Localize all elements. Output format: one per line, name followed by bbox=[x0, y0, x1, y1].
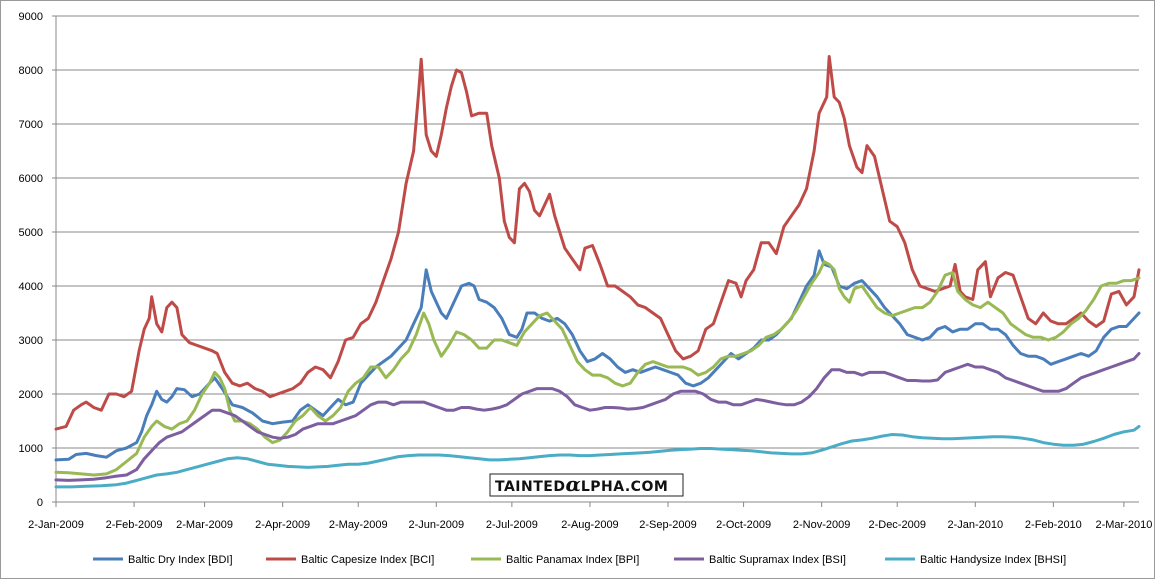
legend-item: Baltic Capesize Index [BCI] bbox=[266, 554, 434, 566]
legend: Baltic Dry Index [BDI] Baltic Capesize In… bbox=[93, 554, 1066, 566]
legend-item: Baltic Panamax Index [BPI] bbox=[471, 554, 639, 566]
legend-label: Baltic Panamax Index [BPI] bbox=[506, 554, 639, 566]
series-line bbox=[54, 424, 1141, 489]
y-tick-label: 6000 bbox=[19, 173, 43, 185]
series-line bbox=[54, 352, 1141, 482]
x-tick-label: 2-Oct-2009 bbox=[716, 519, 771, 531]
y-tick-label: 4000 bbox=[19, 281, 43, 293]
x-tick-label: 2-Nov-2009 bbox=[793, 519, 850, 531]
watermark: TAINTEDαLPHA.COM bbox=[489, 472, 684, 497]
series-line bbox=[54, 55, 1141, 431]
legend-label: Baltic Handysize Index [BHSI] bbox=[920, 554, 1066, 566]
x-tick-label: 2-Mar-2009 bbox=[176, 519, 233, 531]
y-tick-label: 2000 bbox=[19, 389, 43, 401]
legend-label: Baltic Dry Index [BDI] bbox=[128, 554, 233, 566]
x-tick-label: 2-Apr-2009 bbox=[255, 519, 310, 531]
x-tick-label: 2-Dec-2009 bbox=[868, 519, 925, 531]
y-tick-label: 7000 bbox=[19, 119, 43, 131]
x-tick-label: 2-Jun-2009 bbox=[408, 519, 464, 531]
x-tick-label: 2-Feb-2010 bbox=[1025, 519, 1082, 531]
y-tick-label: 9000 bbox=[19, 11, 43, 23]
x-tick-label: 2-Jan-2009 bbox=[28, 519, 84, 531]
series-lines bbox=[54, 55, 1141, 489]
x-tick-label: 2-Sep-2009 bbox=[639, 519, 697, 531]
y-tick-labels: 0 1000 2000 3000 4000 5000 6000 7000 8000 9000 bbox=[19, 11, 43, 509]
x-tick-label: 2-Jan-2010 bbox=[947, 519, 1003, 531]
series-line bbox=[54, 260, 1141, 477]
watermark-text: TAINTEDαLPHA.COM bbox=[495, 472, 668, 496]
y-tick-label: 0 bbox=[37, 497, 43, 509]
x-tick-label: 2-May-2009 bbox=[329, 519, 388, 531]
legend-label: Baltic Supramax Index [BSI] bbox=[709, 554, 846, 566]
watermark-box bbox=[489, 473, 684, 497]
x-tick-label: 2-Mar-2010 bbox=[1095, 519, 1152, 531]
y-tick-label: 1000 bbox=[19, 443, 43, 455]
legend-item: Baltic Dry Index [BDI] bbox=[93, 554, 233, 566]
x-tick-labels: 2-Jan-2009 2-Feb-2009 2-Mar-2009 2-Apr-2009… bbox=[28, 519, 1152, 531]
legend-label: Baltic Capesize Index [BCI] bbox=[301, 554, 434, 566]
x-tick-label: 2-Aug-2009 bbox=[561, 519, 619, 531]
series-line bbox=[54, 249, 1141, 462]
legend-item: Baltic Supramax Index [BSI] bbox=[674, 554, 846, 566]
axes bbox=[52, 15, 1139, 507]
x-tick-label: 2-Feb-2009 bbox=[106, 519, 163, 531]
legend-item: Baltic Handysize Index [BHSI] bbox=[885, 554, 1066, 566]
y-tick-label: 3000 bbox=[19, 335, 43, 347]
y-tick-label: 8000 bbox=[19, 65, 43, 77]
y-tick-label: 5000 bbox=[19, 227, 43, 239]
gridlines bbox=[56, 15, 1139, 449]
x-tick-label: 2-Jul-2009 bbox=[486, 519, 538, 531]
